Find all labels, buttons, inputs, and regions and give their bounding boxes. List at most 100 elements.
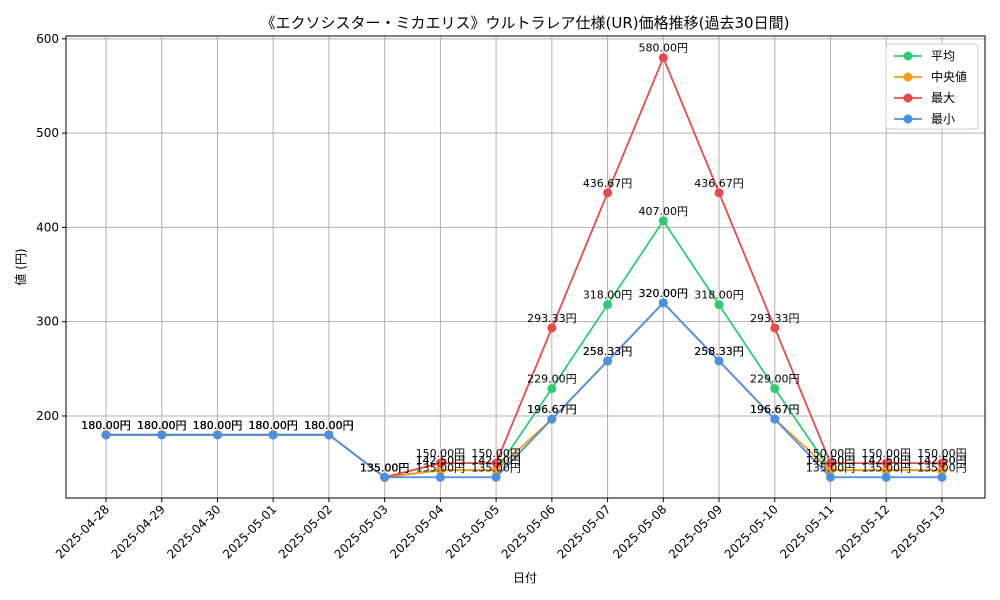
x-tick-label: 2025-05-05 <box>443 502 502 561</box>
y-axis-title: 値 (円) <box>13 248 28 285</box>
x-tick-label: 2025-05-02 <box>276 502 335 561</box>
data-label: 180.00円 <box>248 419 298 432</box>
data-point <box>435 465 445 475</box>
x-tick-label: 2025-04-28 <box>53 502 112 561</box>
data-label: 320.00円 <box>639 287 689 300</box>
data-point <box>603 356 613 366</box>
data-label: 580.00円 <box>639 42 689 55</box>
data-label: 436.67円 <box>694 177 744 190</box>
data-label: 135.00円 <box>360 461 410 474</box>
data-label: 150.00円 <box>917 447 967 460</box>
data-label: 142.50円 <box>861 454 911 467</box>
grid-layer <box>66 36 985 498</box>
y-tick-label: 200 <box>36 409 59 423</box>
data-label: 180.00円 <box>193 419 243 432</box>
data-label: 150.00円 <box>861 447 911 460</box>
data-point <box>937 472 947 482</box>
data-point <box>658 216 668 226</box>
legend-label: 最小 <box>931 112 955 126</box>
data-point <box>770 414 780 424</box>
data-label: 180.00円 <box>137 419 187 432</box>
data-label: 229.00円 <box>750 373 800 386</box>
data-label: 180.00円 <box>81 419 131 432</box>
data-label: 180.00円 <box>304 419 354 432</box>
data-point <box>157 430 167 440</box>
data-point <box>380 472 390 482</box>
data-point <box>825 472 835 482</box>
data-label: 142.50円 <box>806 454 856 467</box>
data-label: 135.00円 <box>471 461 521 474</box>
x-tick-label: 2025-04-30 <box>164 502 223 561</box>
data-point <box>825 458 835 468</box>
data-label: 318.00円 <box>694 289 744 302</box>
data-label: 258.33円 <box>583 345 633 358</box>
x-tick-label: 2025-05-08 <box>610 502 669 561</box>
data-label: 180.00円 <box>193 419 243 432</box>
data-point <box>714 188 724 198</box>
legend-label: 最大 <box>931 91 955 105</box>
data-label: 142.50円 <box>471 454 521 467</box>
data-point <box>547 414 557 424</box>
x-tick-label: 2025-05-10 <box>722 502 781 561</box>
data-label: 407.00円 <box>639 205 689 218</box>
series-line <box>106 55 942 479</box>
data-label: 180.00円 <box>248 419 298 432</box>
data-point <box>825 465 835 475</box>
data-label: 196.67円 <box>527 403 577 416</box>
data-point <box>603 300 613 310</box>
data-point <box>212 430 222 440</box>
x-tick-label: 2025-05-09 <box>666 502 725 561</box>
data-label: 150.00円 <box>471 447 521 460</box>
data-label: 320.00円 <box>639 287 689 300</box>
data-label: 142.50円 <box>917 454 967 467</box>
data-label: 258.33円 <box>694 345 744 358</box>
data-label: 180.00円 <box>193 419 243 432</box>
data-point <box>937 465 947 475</box>
series-最大 <box>101 53 947 482</box>
data-label: 293.33円 <box>750 312 800 325</box>
data-label: 142.50円 <box>416 454 466 467</box>
legend-swatch-marker <box>903 51 913 61</box>
data-point <box>770 384 780 394</box>
data-label: 142.50円 <box>471 454 521 467</box>
legend-box <box>885 43 979 130</box>
legend-swatch-marker <box>903 72 913 82</box>
data-label: 180.00円 <box>81 419 131 432</box>
data-point <box>547 323 557 333</box>
data-point <box>881 458 891 468</box>
data-label: 229.00円 <box>527 373 577 386</box>
x-axis: 2025-04-282025-04-292025-04-302025-05-01… <box>53 498 948 561</box>
data-point <box>491 465 501 475</box>
legend-swatch-marker <box>903 93 913 103</box>
data-label: 135.00円 <box>360 461 410 474</box>
data-label-layer: 180.00円 180.00円 180.00円 180.00円 180.00円 135.0… <box>81 42 966 475</box>
legend-label: 平均 <box>931 49 955 63</box>
y-tick-label: 300 <box>36 315 59 329</box>
data-point <box>603 188 613 198</box>
data-point <box>101 430 111 440</box>
data-label: 180.00円 <box>81 419 131 432</box>
data-label: 196.67円 <box>527 403 577 416</box>
data-label: 258.33円 <box>583 345 633 358</box>
data-label: 180.00円 <box>81 419 131 432</box>
data-point <box>491 458 501 468</box>
series-line <box>106 301 942 479</box>
data-label: 318.00円 <box>583 289 633 302</box>
x-tick-label: 2025-05-13 <box>889 502 948 561</box>
data-point <box>714 356 724 366</box>
data-label: 180.00円 <box>248 419 298 432</box>
series-layer <box>101 53 947 482</box>
data-point <box>491 472 501 482</box>
data-label: 180.00円 <box>137 419 187 432</box>
data-point <box>658 298 668 308</box>
data-label: 142.50円 <box>861 454 911 467</box>
data-label: 180.00円 <box>248 419 298 432</box>
x-tick-label: 2025-05-07 <box>554 502 613 561</box>
data-label: 196.67円 <box>750 403 800 416</box>
x-tick-label: 2025-05-04 <box>387 502 446 561</box>
data-point <box>770 323 780 333</box>
data-label: 150.00円 <box>416 447 466 460</box>
data-label: 258.33円 <box>694 345 744 358</box>
